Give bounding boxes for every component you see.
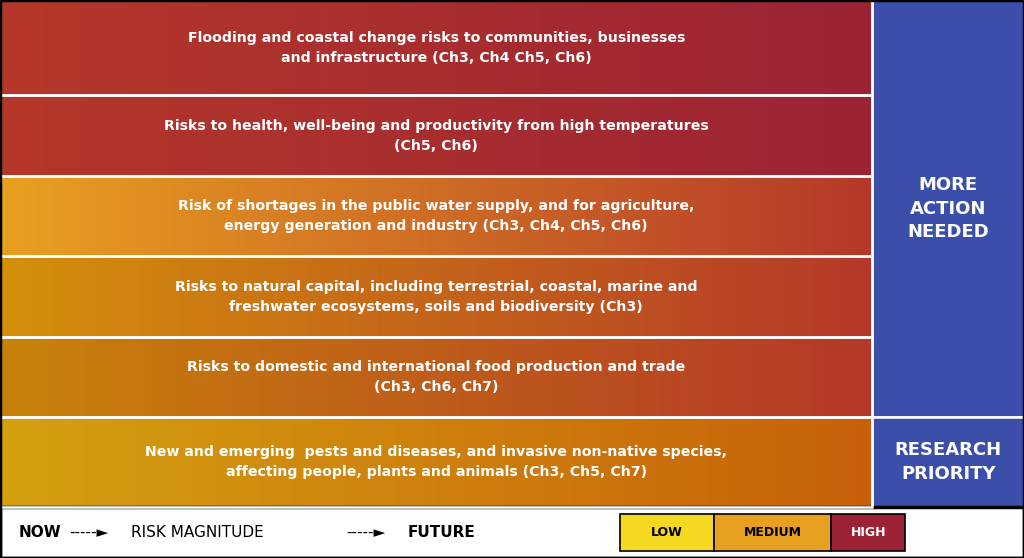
Bar bbox=[0, 95, 872, 176]
Text: Risks to health, well-being and productivity from high temperatures: Risks to health, well-being and producti… bbox=[164, 118, 709, 133]
Text: energy generation and industry (Ch3, Ch4, Ch5, Ch6): energy generation and industry (Ch3, Ch4… bbox=[224, 219, 648, 233]
Text: affecting people, plants and animals (Ch3, Ch5, Ch7): affecting people, plants and animals (Ch… bbox=[225, 465, 647, 479]
Text: Flooding and coastal change risks to communities, businesses: Flooding and coastal change risks to com… bbox=[187, 31, 685, 45]
Text: MORE
ACTION
NEEDED: MORE ACTION NEEDED bbox=[907, 176, 989, 241]
Text: and infrastructure (Ch3, Ch4 Ch5, Ch6): and infrastructure (Ch3, Ch4 Ch5, Ch6) bbox=[281, 51, 592, 65]
Bar bbox=[0, 176, 872, 256]
Text: Risks to domestic and international food production and trade: Risks to domestic and international food… bbox=[187, 360, 685, 374]
Text: RESEARCH
PRIORITY: RESEARCH PRIORITY bbox=[895, 441, 1001, 483]
Bar bbox=[0, 0, 872, 95]
Text: Risks to natural capital, including terrestrial, coastal, marine and: Risks to natural capital, including terr… bbox=[175, 280, 697, 294]
Text: LOW: LOW bbox=[650, 526, 683, 539]
Bar bbox=[872, 0, 1024, 417]
Bar bbox=[620, 514, 714, 551]
Text: HIGH: HIGH bbox=[851, 526, 886, 539]
Bar bbox=[831, 514, 905, 551]
Text: RISK MAGNITUDE: RISK MAGNITUDE bbox=[131, 525, 264, 540]
Text: Risk of shortages in the public water supply, and for agriculture,: Risk of shortages in the public water su… bbox=[178, 199, 694, 213]
Bar bbox=[872, 417, 1024, 507]
Text: MEDIUM: MEDIUM bbox=[743, 526, 802, 539]
Text: (Ch5, Ch6): (Ch5, Ch6) bbox=[394, 138, 478, 153]
Text: New and emerging  pests and diseases, and invasive non-native species,: New and emerging pests and diseases, and… bbox=[145, 445, 727, 459]
Bar bbox=[0, 337, 872, 417]
Text: NOW: NOW bbox=[18, 525, 61, 540]
Text: FUTURE: FUTURE bbox=[408, 525, 475, 540]
Bar bbox=[0, 507, 1024, 558]
Text: freshwater ecosystems, soils and biodiversity (Ch3): freshwater ecosystems, soils and biodive… bbox=[229, 300, 643, 314]
Text: (Ch3, Ch6, Ch7): (Ch3, Ch6, Ch7) bbox=[374, 380, 499, 394]
Bar bbox=[0, 417, 872, 507]
Bar bbox=[714, 514, 831, 551]
Bar bbox=[0, 256, 872, 337]
Text: -----►: -----► bbox=[346, 525, 385, 540]
Text: -----►: -----► bbox=[70, 525, 109, 540]
